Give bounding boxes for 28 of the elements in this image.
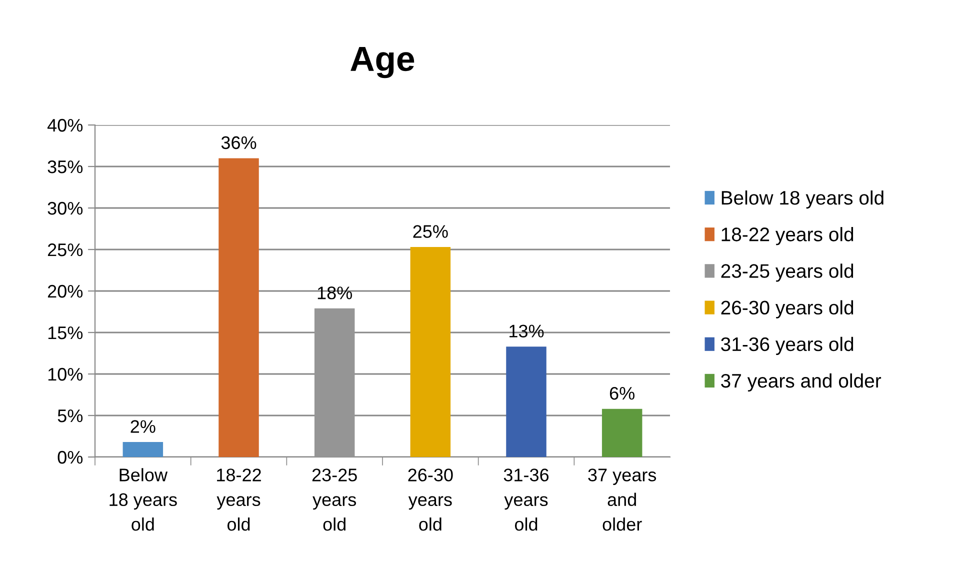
data-label: 25% [413, 225, 448, 238]
y-tick-label: 0% [58, 450, 83, 464]
data-label: 2% [130, 420, 156, 433]
data-label: 13% [510, 324, 544, 338]
y-tick-label: 5% [58, 410, 83, 422]
data-label: 36% [221, 136, 256, 150]
y-tick-label: 40% [47, 118, 83, 132]
legend-label: 37 years and older [721, 373, 882, 392]
x-tick-label: 37 years and older [588, 468, 656, 531]
y-tick-label: 25% [48, 243, 83, 256]
legend-label: 18-22 years old [722, 227, 854, 246]
chart-title: Age [350, 46, 414, 78]
legend-label: 23-25 years old [721, 264, 854, 282]
legend-label: 26-30 years old [721, 300, 854, 318]
y-tick-label: 20% [48, 284, 83, 298]
x-tick-label: 18-22 years old [216, 468, 261, 531]
legend-label: 31-36 years old [721, 336, 854, 355]
y-tick-label: 15% [48, 326, 83, 340]
data-label: 6% [610, 386, 634, 400]
x-tick-label: Below 18 years old [110, 468, 177, 531]
legend-label: Below 18 years old [722, 190, 884, 209]
data-label: 18% [318, 286, 352, 300]
y-tick-label: 35% [48, 160, 83, 174]
x-tick-label: 23-25 years old [312, 468, 357, 531]
y-tick-label: 30% [48, 202, 83, 215]
x-tick-label: 31-36 years old [504, 468, 549, 531]
y-tick-label: 10% [48, 368, 83, 381]
x-tick-label: 26-30 years old [408, 468, 453, 531]
